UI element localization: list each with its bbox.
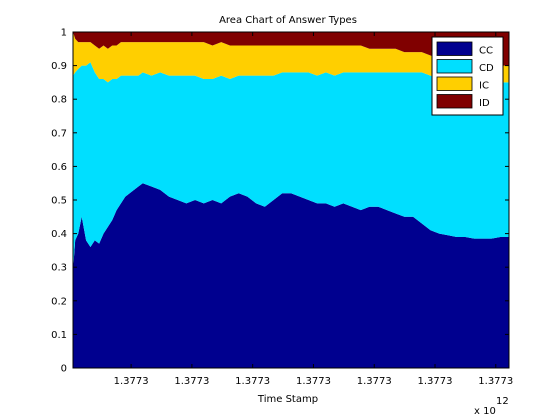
x-tick-label: 1.3773	[114, 376, 149, 387]
legend-label-cd: CD	[479, 63, 494, 74]
area-series-group	[73, 32, 509, 368]
y-tick-label: 0.9	[51, 61, 67, 72]
y-tick-label: 0.7	[51, 128, 67, 139]
y-tick-label: 0.8	[51, 95, 67, 106]
y-tick-label: 0.5	[51, 196, 67, 207]
legend-label-id: ID	[479, 98, 490, 109]
y-tick-label: 0.4	[51, 229, 67, 240]
legend-swatch-cd	[436, 59, 473, 74]
legend-label-cc: CC	[479, 46, 493, 57]
y-tick-label: 0.2	[51, 296, 67, 307]
y-tick-label: 0.6	[51, 162, 67, 173]
legend-swatch-cc	[436, 41, 473, 56]
area-id	[73, 32, 509, 66]
legend-swatch-id	[436, 94, 473, 109]
area-cc	[73, 183, 509, 368]
x-axis-label: Time Stamp	[257, 394, 318, 405]
y-tick-label: 1	[61, 28, 67, 39]
x-axis-exponent-base: x 10	[474, 406, 496, 417]
x-axis-exponent: x 10	[474, 406, 496, 417]
x-tick-label: 1.3773	[235, 376, 270, 387]
axis-ticks: 0 0.1 0.2 0.3 0.4 0.5 0.6 0.7 0.8 0.9 1 1.3773 1.377…	[51, 28, 513, 388]
chart-title: Area Chart of Answer Types	[219, 15, 357, 26]
x-tick-label: 1.3773	[357, 376, 392, 387]
legend-swatch-ic	[436, 76, 473, 91]
y-tick-label: 0	[61, 364, 67, 375]
area-ic	[73, 32, 509, 83]
area-cd	[73, 62, 509, 271]
x-tick-label: 1.3773	[478, 376, 513, 387]
legend: CC CD IC ID	[431, 36, 504, 116]
y-tick-label: 0.1	[51, 330, 67, 341]
y-tick-label: 0.3	[51, 263, 67, 274]
x-tick-label: 1.3773	[418, 376, 453, 387]
x-axis-exponent-power: 12	[496, 396, 509, 407]
x-tick-label: 1.3773	[296, 376, 331, 387]
legend-label-ic: IC	[479, 81, 489, 92]
x-tick-label: 1.3773	[174, 376, 209, 387]
